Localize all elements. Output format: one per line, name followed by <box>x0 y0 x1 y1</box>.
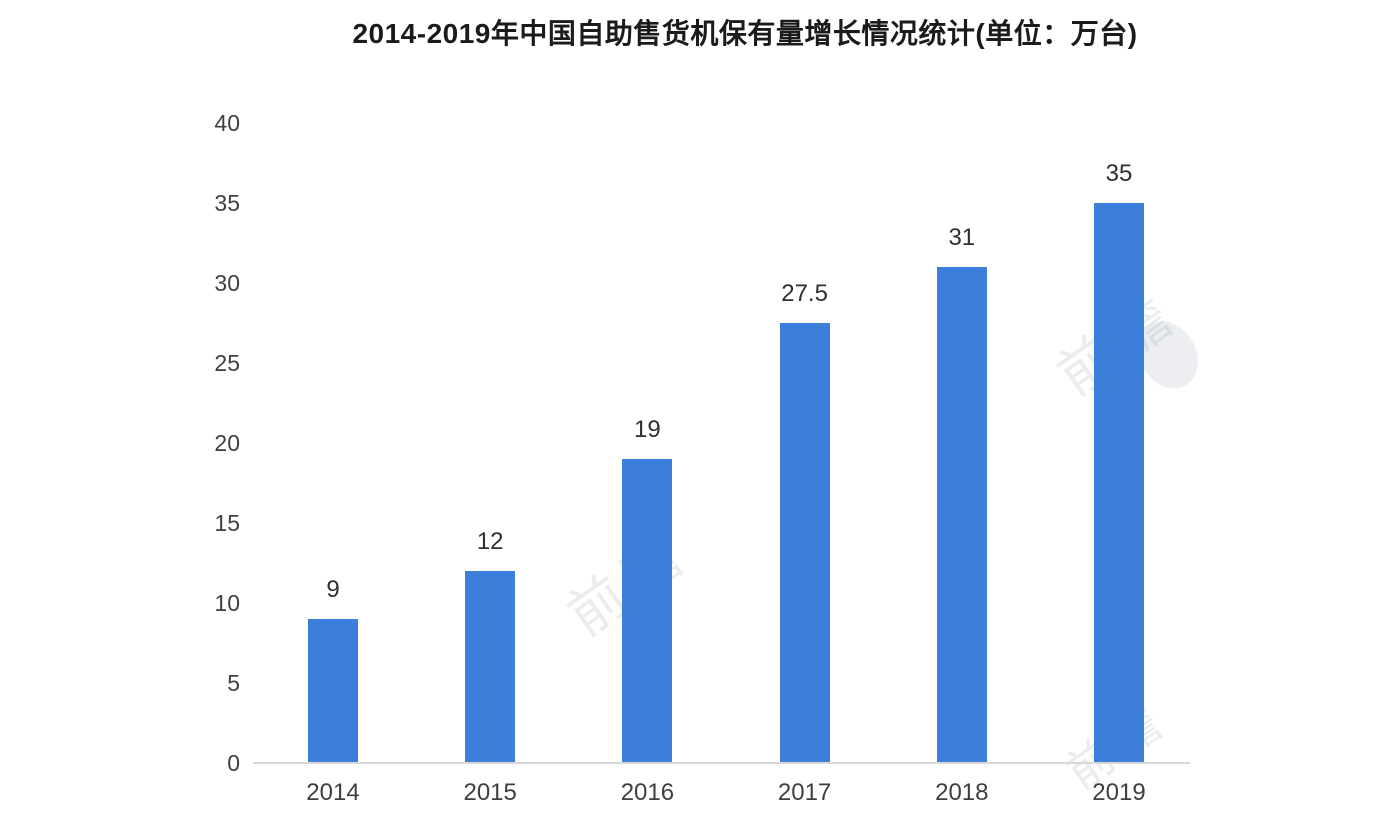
y-axis-tick-label: 25 <box>214 350 240 376</box>
y-axis-tick-label: 20 <box>214 430 240 456</box>
x-axis-category-label: 2015 <box>463 779 517 806</box>
chart-title: 2014-2019年中国自助售货机保有量增长情况统计(单位：万台) <box>352 18 1138 49</box>
bar-2017 <box>779 323 830 763</box>
x-axis-line <box>253 762 1190 764</box>
x-axis-category-label: 2016 <box>620 779 675 806</box>
y-axis-tick-label: 0 <box>227 750 240 776</box>
y-axis-tick-label: 5 <box>227 670 240 696</box>
y-axis-tick-label: 15 <box>214 510 240 536</box>
y-axis-tick-label: 40 <box>214 110 240 136</box>
y-axis-tick-label: 10 <box>214 590 240 616</box>
bar-value-label: 31 <box>948 224 976 251</box>
bar-2014 <box>308 619 358 763</box>
bar-value-label: 12 <box>476 528 504 555</box>
y-axis-tick-label: 35 <box>214 190 240 216</box>
bar-2016 <box>622 459 673 763</box>
bar-value-label: 27.5 <box>781 280 828 307</box>
x-axis-category-label: 2017 <box>777 779 832 806</box>
bar-2019 <box>1094 203 1144 763</box>
y-axis-tick-label: 30 <box>214 270 240 296</box>
x-axis-category-label: 2014 <box>306 779 360 806</box>
bar-2018 <box>936 267 987 763</box>
x-axis-category-label: 2019 <box>1092 779 1146 806</box>
bar-value-label: 19 <box>634 416 661 443</box>
bar-value-label: 35 <box>1105 160 1133 187</box>
bar-value-label: 9 <box>326 576 340 603</box>
x-axis-category-label: 2018 <box>935 779 989 806</box>
bar-2015 <box>465 571 516 763</box>
